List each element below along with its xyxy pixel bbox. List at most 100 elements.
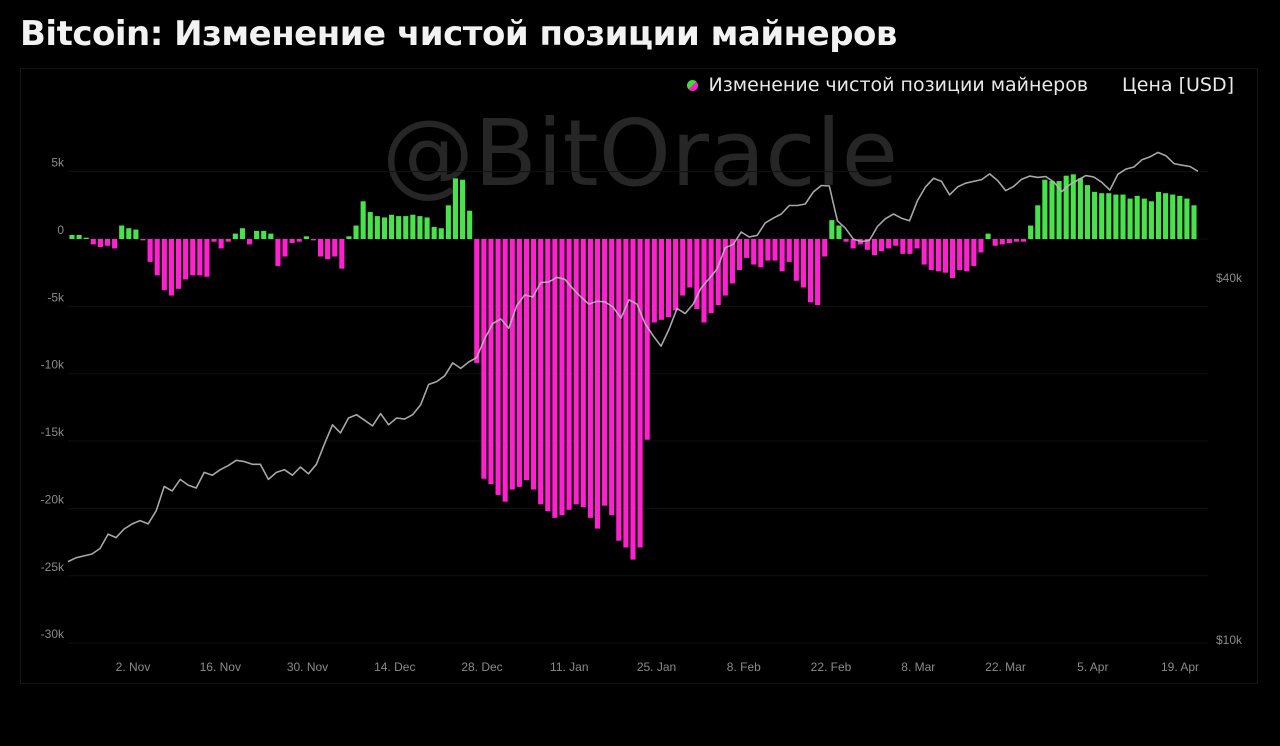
bar-74: [594, 239, 601, 529]
bar-86: [680, 239, 686, 296]
bar-99: [772, 239, 778, 261]
bar-100: [779, 239, 785, 272]
bar-13: [161, 239, 167, 291]
bar-130: [992, 239, 998, 246]
bar-25: [246, 239, 253, 245]
bar-0: [69, 234, 75, 239]
bar-39: [346, 236, 352, 239]
bar-139: [1056, 181, 1062, 239]
bar-112: [864, 239, 870, 250]
page-title: Bitcoin: Изменение чистой позиции майнер…: [20, 14, 897, 54]
bar-28: [268, 233, 274, 239]
bar-31: [289, 239, 295, 244]
bar-129: [985, 233, 991, 239]
bar-127: [971, 239, 977, 266]
bar-104: [807, 239, 814, 303]
bar-77: [616, 239, 622, 541]
bar-132: [1006, 239, 1012, 244]
bar-12: [154, 239, 160, 276]
bar-37: [332, 239, 338, 257]
bar-8: [126, 228, 132, 239]
bar-81: [644, 239, 650, 440]
bar-151: [1141, 198, 1147, 239]
bar-107: [829, 220, 835, 239]
bar-93: [729, 239, 735, 284]
bar-109: [843, 239, 849, 242]
bar-157: [1184, 198, 1190, 239]
bar-26: [254, 230, 260, 239]
bar-46: [396, 216, 402, 239]
bar-44: [381, 217, 388, 239]
bar-155: [1170, 194, 1176, 239]
bar-3: [90, 239, 96, 245]
bar-87: [687, 239, 693, 288]
x-tick-label-8: 22. Feb: [811, 660, 852, 674]
bar-7: [119, 225, 125, 239]
bar-123: [942, 239, 949, 273]
bar-16: [183, 239, 189, 280]
bar-29: [275, 239, 281, 266]
bar-118: [907, 239, 913, 254]
bar-57: [474, 239, 480, 363]
bar-35: [317, 239, 324, 257]
bar-106: [822, 239, 828, 257]
bar-126: [964, 239, 970, 272]
bar-131: [999, 239, 1005, 245]
bar-71: [573, 239, 579, 505]
bar-125: [957, 239, 963, 270]
bar-15: [175, 239, 182, 289]
bar-59: [488, 239, 494, 485]
bar-143: [1084, 185, 1091, 239]
bar-41: [360, 201, 366, 239]
bar-137: [1042, 179, 1048, 239]
bar-114: [878, 239, 885, 252]
bar-116: [893, 239, 899, 246]
bar-62: [509, 239, 515, 490]
bar-19: [204, 239, 210, 277]
bar-10: [140, 239, 146, 241]
bar-83: [658, 239, 664, 320]
bar-38: [339, 239, 345, 269]
bar-140: [1063, 175, 1069, 239]
bar-22: [225, 239, 231, 242]
y-tick-label-2: -5k: [47, 290, 65, 304]
price-line: [67, 151, 1199, 563]
bar-69: [559, 239, 565, 516]
bar-145: [1099, 193, 1105, 239]
bar-36: [325, 239, 331, 260]
bar-147: [1113, 194, 1119, 239]
bar-97: [758, 239, 764, 268]
x-tick-label-7: 8. Feb: [727, 660, 761, 674]
y-right-tick-label-1: $10k: [1216, 633, 1243, 647]
legend-series-label: Изменение чистой позиции майнеров: [708, 74, 1089, 96]
bar-79: [630, 239, 636, 560]
bar-158: [1191, 205, 1197, 239]
bar-113: [871, 239, 877, 256]
bar-119: [914, 239, 920, 249]
bar-85: [673, 239, 679, 311]
bar-144: [1092, 191, 1098, 239]
x-tick-label-0: 2. Nov: [116, 660, 151, 674]
bar-101: [786, 239, 792, 262]
legend-swatch-icon: [687, 79, 699, 91]
x-tick-label-4: 28. Dec: [461, 660, 502, 674]
bar-122: [935, 239, 941, 272]
bar-120: [921, 239, 927, 265]
bar-61: [502, 239, 508, 502]
bar-67: [545, 239, 551, 512]
bar-52: [438, 228, 444, 239]
x-tick-label-5: 11. Jan: [550, 660, 588, 674]
bar-78: [623, 239, 629, 548]
bar-60: [495, 239, 501, 495]
bar-23: [232, 233, 238, 239]
bar-80: [637, 239, 643, 548]
x-tick-label-11: 5. Apr: [1077, 660, 1108, 674]
bar-68: [552, 239, 558, 518]
bar-54: [452, 178, 459, 239]
bar-76: [609, 239, 615, 516]
bar-133: [1013, 239, 1020, 242]
bar-134: [1021, 239, 1027, 242]
bar-88: [694, 239, 700, 310]
bar-14: [168, 239, 174, 296]
bar-73: [587, 239, 593, 518]
